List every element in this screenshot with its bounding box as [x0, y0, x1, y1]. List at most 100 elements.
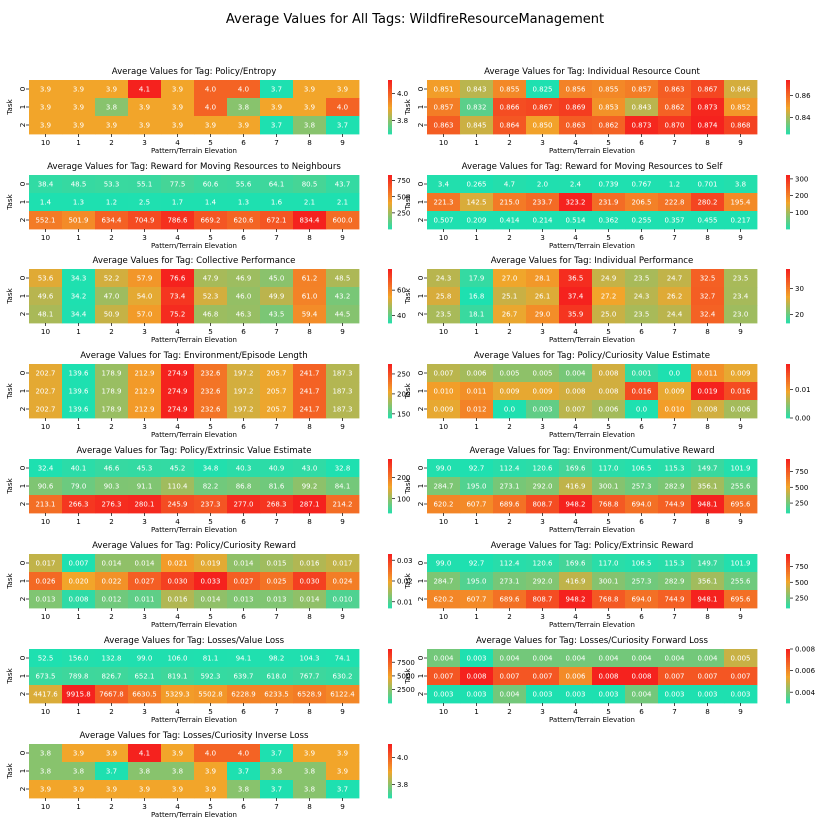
panel-title: Average Values for Tag: Losses/Value Los…: [104, 636, 285, 646]
colorbar-segment: [388, 297, 392, 300]
heatmap-cell: [460, 459, 494, 478]
heatmap-cell: [460, 382, 494, 401]
colorbar-tick-label: 20: [795, 311, 804, 319]
cell-value-label: 3.9: [106, 86, 117, 94]
cell-value-label: 0.852: [730, 104, 750, 112]
cell-value-label: 231.9: [598, 199, 618, 207]
heatmap-cell: [592, 495, 626, 514]
cell-value-label: 0.026: [35, 578, 56, 586]
cell-value-label: 744.9: [664, 596, 684, 604]
cell-value-label: 48.5: [71, 181, 87, 189]
colorbar-segment: [786, 130, 790, 133]
colorbar-segment: [786, 496, 790, 499]
cell-value-label: 197.2: [233, 388, 253, 396]
heatmap-cell: [293, 554, 327, 573]
colorbar-segment: [786, 511, 790, 514]
colorbar-segment: [786, 695, 790, 698]
heatmap-cell: [691, 211, 725, 230]
cell-value-label: 0.016: [730, 388, 751, 396]
cell-value-label: 0.863: [433, 122, 453, 130]
heatmap-cell: [227, 98, 261, 117]
heatmap-cell: [724, 554, 758, 573]
colorbar-segment: [786, 218, 790, 221]
cell-value-label: 49.6: [38, 293, 54, 301]
colorbar-segment: [388, 681, 392, 684]
x-axis-label: Pattern/Terrain Elevation: [151, 621, 237, 629]
colorbar-segment: [388, 196, 392, 199]
cell-value-label: 32.7: [700, 293, 716, 301]
heatmap-cell: [293, 382, 327, 401]
colorbar-segment: [388, 283, 392, 286]
colorbar-segment: [388, 401, 392, 404]
cell-value-label: 292.0: [532, 578, 552, 586]
colorbar-tick-label: 0.01: [795, 386, 811, 394]
colorbar-segment: [786, 459, 790, 462]
heatmap-cell: [260, 211, 294, 230]
heatmap-cell: [559, 477, 593, 496]
colorbar-segment: [786, 272, 790, 275]
cell-value-label: 4417.6: [33, 691, 58, 699]
cell-value-label: 3.8: [40, 768, 51, 776]
colorbar-segment: [388, 178, 392, 181]
heatmap-cell: [592, 287, 626, 306]
colorbar-segment: [786, 96, 790, 99]
cell-value-label: 0.863: [664, 86, 684, 94]
y-tick-label: 1: [18, 484, 27, 489]
colorbar-segment: [388, 319, 392, 322]
colorbar-segment: [388, 699, 392, 702]
x-axis-label: Pattern/Terrain Elevation: [151, 811, 237, 819]
heatmap-cell: [526, 477, 560, 496]
heatmap-cell: [194, 305, 228, 324]
x-tick-label: 3: [142, 612, 147, 621]
colorbar-segment: [388, 590, 392, 593]
colorbar-segment: [786, 602, 790, 605]
heatmap-cell: [62, 459, 96, 478]
heatmap-cell: [227, 400, 261, 419]
colorbar-segment: [388, 314, 392, 317]
colorbar-segment: [388, 294, 392, 297]
colorbar-segment: [388, 468, 392, 471]
colorbar-tick-label: 3.8: [397, 781, 408, 789]
colorbar-segment: [388, 382, 392, 385]
heatmap-cell: [326, 477, 360, 496]
colorbar-segment: [786, 573, 790, 576]
cell-value-label: 274.9: [167, 388, 187, 396]
colorbar-tick-label: 0.006: [795, 667, 816, 675]
heatmap-cell: [293, 116, 327, 135]
heatmap-cell: [427, 98, 461, 117]
cell-value-label: 156.0: [68, 655, 88, 663]
cell-value-label: 77.5: [170, 181, 186, 189]
colorbar-segment: [388, 216, 392, 219]
heatmap-cell: [691, 400, 725, 419]
heatmap-cell: [29, 572, 63, 591]
x-tick-label: 9: [340, 233, 345, 242]
cell-value-label: 26.7: [502, 311, 518, 319]
colorbar-segment: [786, 475, 790, 478]
colorbar-segment: [388, 606, 392, 609]
heatmap-cell: [227, 175, 261, 194]
heatmap-cell: [493, 364, 527, 383]
heatmap-cell: [95, 762, 129, 781]
heatmap-cell: [493, 685, 527, 704]
heatmap-cell: [293, 98, 327, 117]
y-tick-label: 0: [416, 86, 425, 91]
heatmap-cell: [559, 554, 593, 573]
heatmap-cell: [427, 175, 461, 194]
cell-value-label: 255.6: [730, 578, 751, 586]
colorbar-segment: [786, 407, 790, 410]
cell-value-label: 620.2: [433, 596, 453, 604]
x-tick-label: 4: [573, 612, 578, 621]
heatmap-cell: [326, 287, 360, 306]
heatmap-cell: [526, 667, 560, 686]
colorbar-segment: [786, 505, 790, 508]
cell-value-label: 3.9: [139, 122, 150, 130]
x-tick-label: 3: [540, 233, 545, 242]
heatmap-cell: [326, 98, 360, 117]
heatmap-cell: [260, 780, 294, 799]
cell-value-label: 0.255: [631, 217, 651, 225]
cell-value-label: 3.8: [40, 750, 51, 758]
colorbar-segment: [786, 468, 790, 471]
heatmap-cell: [592, 572, 626, 591]
heatmap-cell: [526, 554, 560, 573]
x-tick-label: 1: [76, 707, 81, 716]
